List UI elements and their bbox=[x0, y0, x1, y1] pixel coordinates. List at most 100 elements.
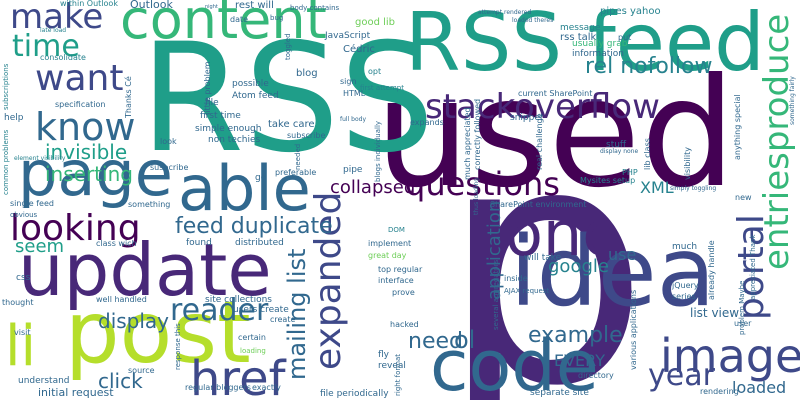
word-page: page bbox=[18, 137, 173, 210]
word-inserting: inserting bbox=[45, 162, 133, 186]
word-initial-request: initial request bbox=[38, 386, 114, 399]
word-top-regular: top regular bbox=[378, 265, 423, 274]
word-possible: possible bbox=[232, 79, 269, 89]
word-blog: blog bbox=[296, 68, 318, 79]
word-snippet: snippet bbox=[510, 113, 544, 123]
word-users-create: users create bbox=[233, 305, 289, 315]
word-attempt-rendered: attempt rendered bbox=[478, 9, 531, 16]
word-able: able bbox=[178, 152, 311, 225]
word-blogs-individually: blogs individually bbox=[374, 121, 382, 182]
word-interface: interface bbox=[378, 276, 414, 285]
word-exactly: exactly bbox=[252, 383, 281, 392]
word-already-handle: already handle bbox=[707, 240, 716, 300]
word-bug: bug bbox=[270, 14, 283, 22]
word-understand: understand bbox=[18, 376, 70, 386]
word-consolidate: consolidate bbox=[40, 53, 86, 62]
word-expands: expands bbox=[410, 118, 444, 127]
word-content: content bbox=[120, 0, 327, 51]
word-loaded: loaded bbox=[732, 378, 786, 397]
word-opt: opt bbox=[368, 67, 381, 76]
word-time: time bbox=[12, 29, 80, 64]
word-preferable: preferable bbox=[275, 168, 316, 177]
word-xml: XML bbox=[640, 178, 674, 197]
word-visit: visit bbox=[14, 328, 30, 337]
word-will-take: will take bbox=[524, 253, 562, 263]
word-obvious: obvious bbox=[10, 211, 38, 219]
word-use: use bbox=[608, 245, 636, 264]
word-take-care: take care bbox=[268, 119, 314, 130]
word-entries-produce: entriesproduce bbox=[757, 14, 797, 270]
word-source: source bbox=[128, 366, 155, 375]
word-needed: needed bbox=[294, 144, 302, 170]
word-reader: reader bbox=[170, 293, 269, 328]
word-post: post bbox=[65, 283, 251, 383]
word-found: found bbox=[186, 238, 212, 248]
word-google: google bbox=[548, 256, 609, 277]
word-several-aggregators: several aggregators bbox=[492, 259, 500, 330]
word-subscribe: subscribe bbox=[287, 131, 325, 140]
word-fly: fly bbox=[378, 350, 390, 360]
word-lib-class: lib class bbox=[643, 138, 652, 170]
word-display-none: display none bbox=[600, 148, 638, 155]
word-php: PHP bbox=[622, 168, 638, 177]
word-problem-maybe: problem Maybe bbox=[738, 281, 746, 335]
word-usually-grab: usually grab bbox=[572, 39, 628, 49]
word-thought: thought bbox=[2, 298, 33, 307]
word-stackoverflow: stackoverflow bbox=[425, 87, 660, 127]
word-susbcribe: susbcribe bbox=[150, 163, 188, 172]
word-real-challenge: real challenge bbox=[535, 113, 544, 170]
word-loaded-theres: loaded theres bbox=[512, 17, 553, 24]
word-night: night bbox=[205, 4, 218, 10]
word-information: information bbox=[572, 49, 624, 59]
word-sharepoint-environment: SharePoint environment bbox=[490, 200, 586, 209]
word-simple-enough: simple enough bbox=[195, 124, 261, 134]
word-code: code bbox=[430, 325, 599, 400]
word-pipes-yahoo: pipes yahoo bbox=[600, 6, 661, 17]
word-thus-loading: thus loading bbox=[473, 178, 480, 215]
word-hacked: hacked bbox=[390, 320, 419, 329]
word-invisible: invisible bbox=[45, 140, 127, 164]
word-class-wich: class wich bbox=[96, 239, 137, 248]
word-stuff: stuff bbox=[606, 140, 627, 150]
word-portal: portal bbox=[731, 214, 772, 320]
word-rss-talk: rss talk bbox=[560, 32, 597, 43]
word-rendering: rendering bbox=[700, 387, 739, 396]
word-image: image bbox=[660, 329, 800, 383]
word-file: file bbox=[205, 98, 219, 108]
word-update: update bbox=[18, 228, 272, 312]
word-great-day: great day bbox=[368, 251, 407, 260]
word-inside: inside bbox=[504, 274, 528, 283]
word-user: user bbox=[734, 319, 752, 328]
word-correctly-followed: correctly followed bbox=[473, 99, 482, 170]
word-current-sharepoint: current SharePoint bbox=[518, 89, 592, 98]
word-rss-feed: RSS feed bbox=[405, 0, 765, 89]
word-used: used bbox=[375, 47, 736, 221]
word-p: p bbox=[440, 74, 649, 400]
word-specification: specification bbox=[55, 100, 105, 109]
word-well-handled: well handled bbox=[96, 295, 147, 304]
word-click: click bbox=[98, 369, 143, 393]
word-put: put bbox=[618, 33, 631, 42]
word-within-outlook: within Outlook bbox=[60, 0, 118, 8]
word-first-attempt: first attempt bbox=[360, 84, 404, 92]
word-year: year bbox=[648, 358, 716, 393]
word-expanded: expanded bbox=[308, 192, 349, 370]
word-pipe: pipe bbox=[343, 165, 363, 175]
word-anything-special: anything special bbox=[733, 94, 742, 160]
word-distributed: distributed bbox=[235, 238, 284, 248]
word-application: application bbox=[484, 201, 505, 300]
word-various-applications: various applications bbox=[629, 290, 638, 370]
word-response-this: response this bbox=[174, 323, 182, 370]
word-much-appreciated: much appreciated bbox=[463, 107, 472, 180]
word-file-periodically: file periodically bbox=[320, 389, 389, 399]
word-go: go bbox=[255, 173, 267, 183]
word-create: create bbox=[270, 315, 295, 324]
word-body-contains: body contains bbox=[290, 4, 340, 12]
word-sign: sign bbox=[340, 77, 357, 86]
word-atom-feed: Atom feed bbox=[232, 91, 279, 101]
word-cedric: Cédric bbox=[343, 43, 375, 55]
word-questions: questions bbox=[405, 165, 560, 203]
word-common-problems: common problems bbox=[2, 129, 10, 195]
